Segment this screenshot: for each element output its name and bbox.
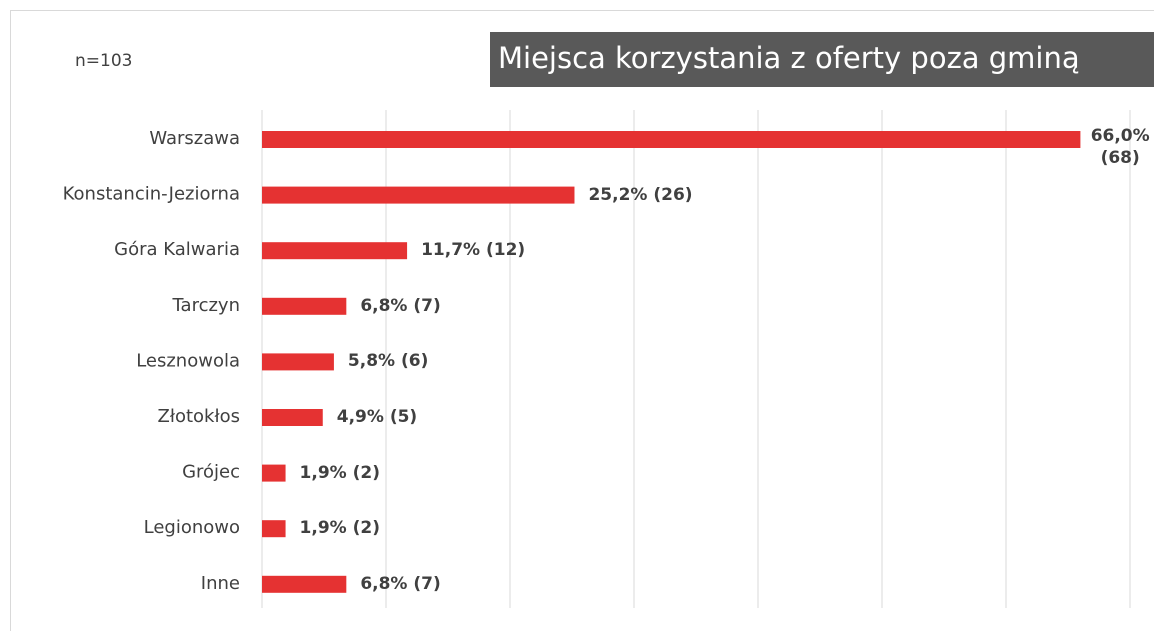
y-tick-label: Inne [201,573,240,594]
bar [262,409,323,426]
y-tick-label: Warszawa [149,128,240,149]
y-tick-label: Złotokłos [158,406,240,427]
y-tick-label: Konstancin-Jeziorna [63,184,240,205]
value-label: 1,9% (2) [299,518,380,539]
y-tick-label: Tarczyn [172,295,240,316]
chart-title: Miejsca korzystania z oferty poza gminą [498,41,1080,75]
value-label: 4,9% (5) [336,407,418,427]
chart-border [10,10,1154,631]
y-tick-label: Grójec [182,462,240,483]
bar [262,242,408,260]
bar [262,186,575,204]
sample-note: n=103 [75,51,132,71]
value-label: 6,8% (7) [360,295,441,316]
bar [262,353,334,371]
value-label: 6,8% (7) [360,573,441,594]
value-label: 11,7% (12) [421,240,526,261]
value-label: 1,9% (2) [299,462,380,483]
value-label: 66,0% (68) [1090,126,1150,168]
y-tick-label: Lesznowola [136,350,240,371]
value-label: 5,8% (6) [347,351,429,372]
y-tick-label: Góra Kalwaria [114,239,240,260]
bar [262,575,347,593]
bar [262,520,286,538]
title-box [490,32,1154,87]
y-tick-label: Legionowo [144,517,240,538]
bar [262,297,347,315]
bar [262,131,1081,148]
bar [262,464,286,482]
value-label: 25,2% (26) [588,184,693,205]
